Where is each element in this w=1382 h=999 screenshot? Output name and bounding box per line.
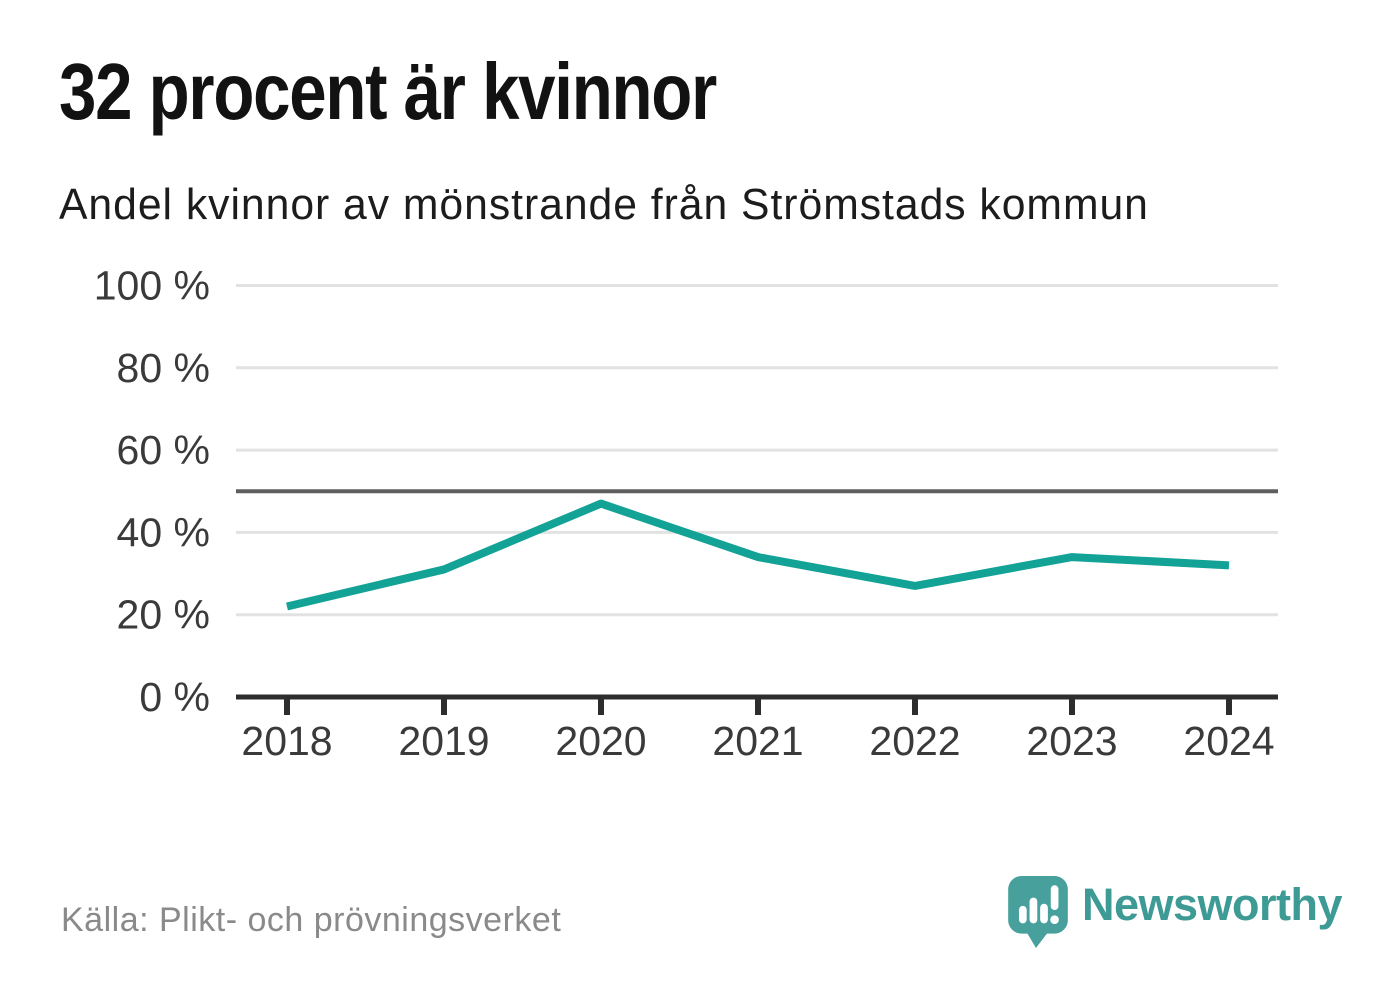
source-caption: Källa: Plikt- och prövningsverket [61, 901, 562, 939]
x-tick-label: 2018 [241, 718, 332, 764]
x-tick-label: 2022 [869, 718, 960, 764]
x-tick-label: 2021 [712, 718, 803, 764]
x-tick-label: 2024 [1183, 718, 1274, 764]
y-tick-label: 80 % [117, 345, 210, 391]
y-tick-label: 0 % [139, 674, 210, 720]
newsworthy-logo-icon [1008, 876, 1068, 948]
chart-title: 32 procent är kvinnor [59, 47, 717, 136]
newsworthy-logo: Newsworthy [1008, 876, 1343, 948]
y-tick-label: 20 % [117, 592, 210, 638]
x-tick-label: 2019 [398, 718, 489, 764]
newsworthy-wordmark: Newsworthy [1082, 879, 1343, 930]
y-tick-label: 60 % [117, 427, 210, 473]
x-tick-label: 2023 [1026, 718, 1117, 764]
data-line [286, 499, 1230, 611]
y-tick-label: 100 % [94, 263, 210, 309]
line-chart-plot: 2018 2019 2020 2021 2022 2023 2024 0 % 20 % 40 % 6… [94, 263, 1278, 764]
chart-subtitle: Andel kvinnor av mönstrande från Strömst… [59, 180, 1149, 229]
x-tick-label: 2020 [555, 718, 646, 764]
y-tick-label: 40 % [117, 509, 210, 555]
